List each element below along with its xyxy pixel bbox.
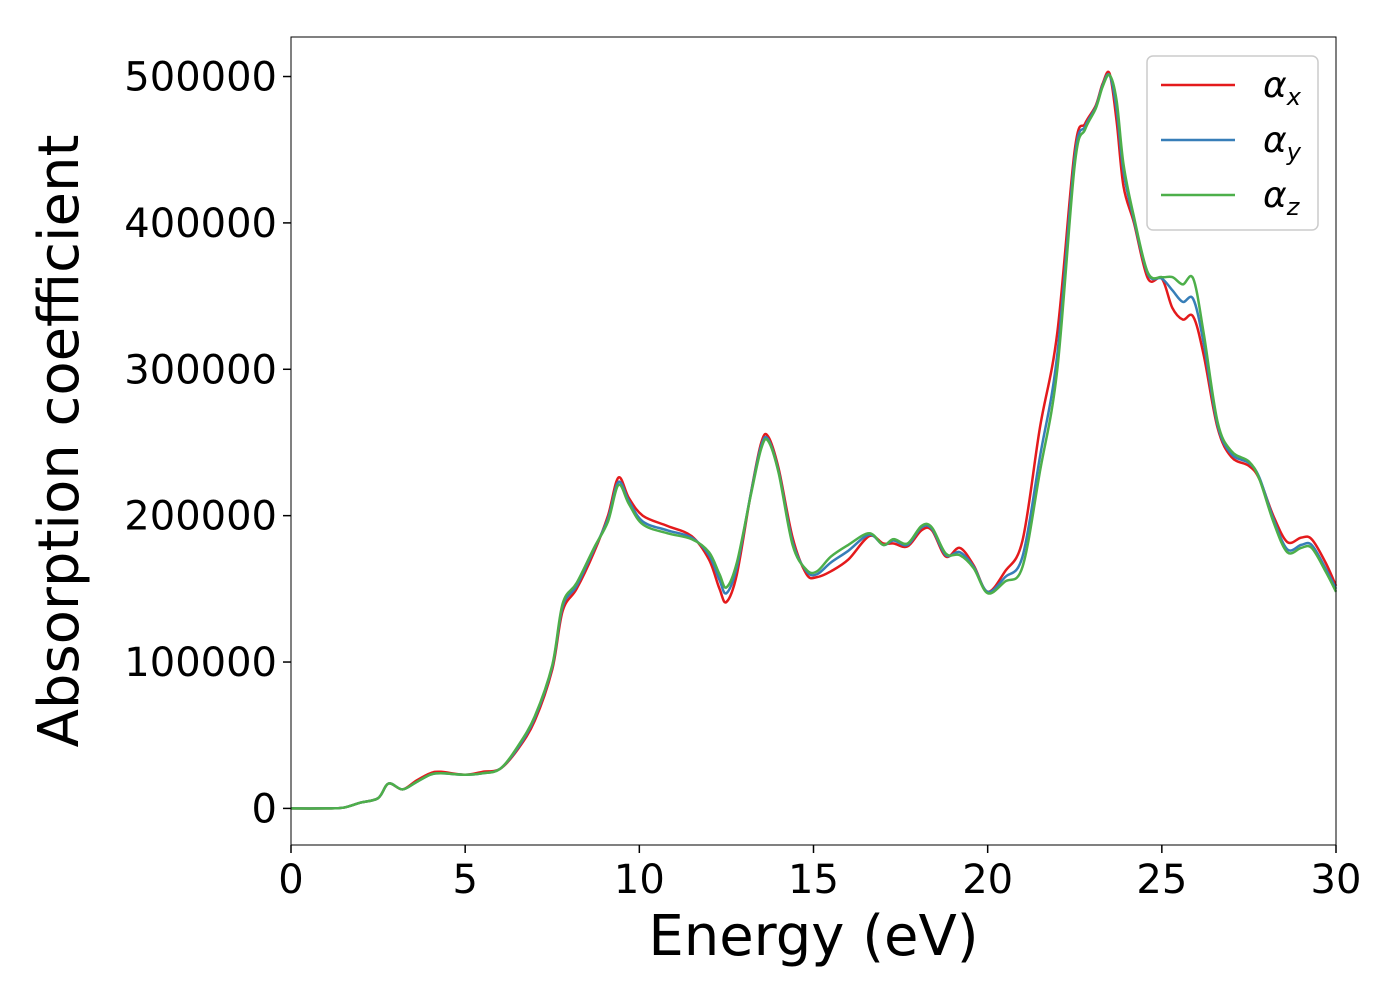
legend-box: [1146, 55, 1319, 231]
y-tick-label: 100000: [124, 640, 277, 686]
legend: αx αy αz: [1146, 55, 1319, 231]
x-tick-label: 30: [1311, 857, 1362, 903]
plot-frame: [290, 36, 1337, 846]
legend-label-y: αy: [1263, 120, 1302, 166]
x-tick-label: 20: [962, 857, 1013, 903]
y-axis-label: Absorption coefficient: [27, 135, 92, 748]
axis-ticks: 0 5 10 15 20 25 30 0 100000 200000 300000 400000 500…: [124, 55, 1361, 903]
x-tick-label: 15: [788, 857, 839, 903]
legend-label-z: αz: [1263, 175, 1301, 221]
legend-label-x: αx: [1263, 65, 1302, 111]
x-tick-label: 5: [452, 857, 477, 903]
x-tick-label: 0: [278, 857, 303, 903]
y-tick-label: 500000: [124, 55, 277, 101]
y-tick-label: 400000: [124, 201, 277, 247]
y-tick-label: 200000: [124, 494, 277, 540]
x-axis-label: Energy (eV): [648, 904, 978, 969]
y-tick-label: 300000: [124, 347, 277, 393]
series-lines: [290, 70, 1338, 810]
series-line-z: [290, 73, 1338, 810]
y-tick-label: 0: [252, 786, 277, 832]
x-tick-label: 25: [1136, 857, 1187, 903]
x-tick-label: 10: [614, 857, 665, 903]
